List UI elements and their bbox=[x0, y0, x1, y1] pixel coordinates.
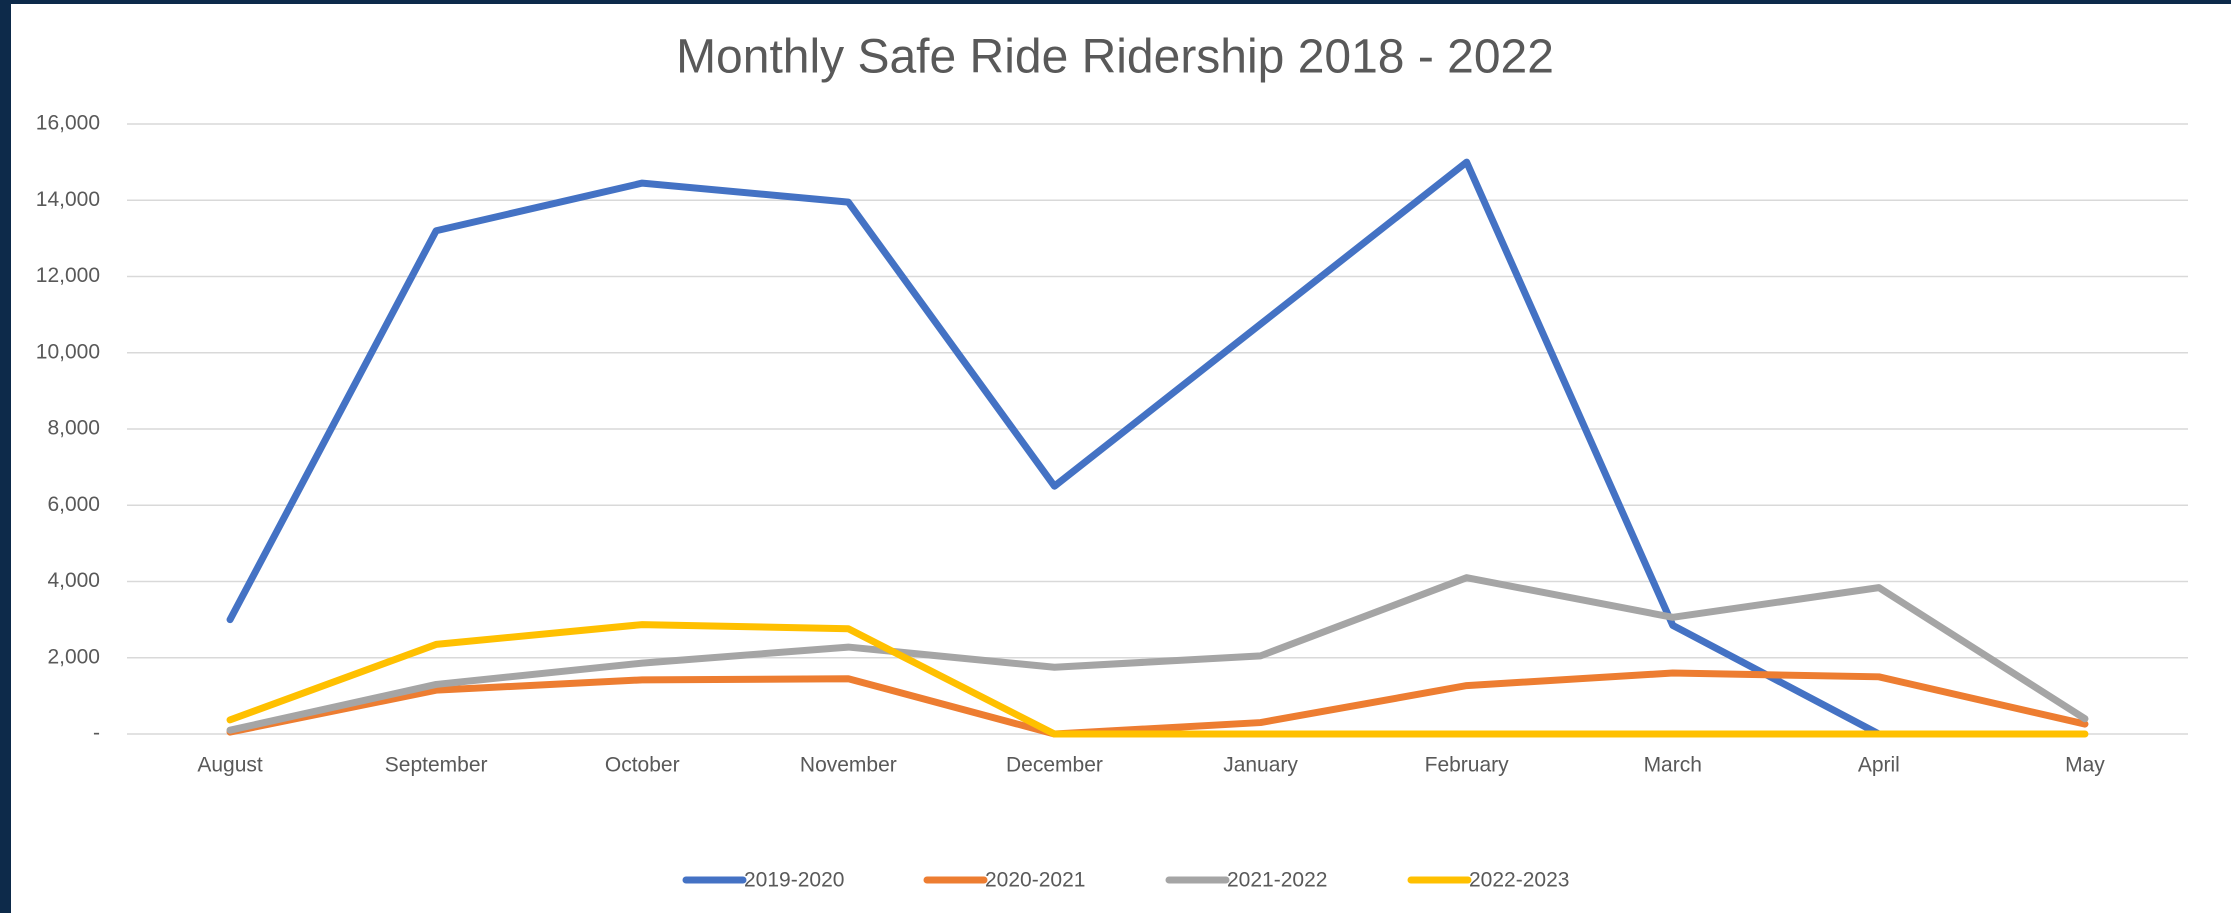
series-line bbox=[226, 574, 2089, 734]
x-tick-label: December bbox=[1006, 754, 1103, 777]
x-tick-label: August bbox=[197, 754, 263, 777]
series-line bbox=[226, 621, 2089, 738]
x-tick-label: September bbox=[385, 754, 488, 777]
series-line bbox=[226, 158, 1883, 738]
series-line bbox=[226, 669, 2089, 738]
y-tick-label: - bbox=[93, 722, 100, 745]
legend-label: 2019-2020 bbox=[744, 869, 844, 892]
y-tick-label: 14,000 bbox=[36, 188, 100, 211]
legend-label: 2020-2021 bbox=[985, 869, 1085, 892]
legend-label: 2022-2023 bbox=[1469, 869, 1569, 892]
y-tick-label: 4,000 bbox=[47, 569, 100, 592]
legend-label: 2021-2022 bbox=[1227, 869, 1327, 892]
x-tick-label: March bbox=[1644, 754, 1702, 777]
x-tick-label: January bbox=[1223, 754, 1298, 777]
x-tick-label: November bbox=[800, 754, 897, 777]
chart-area bbox=[11, 4, 2231, 913]
x-tick-label: May bbox=[2065, 754, 2105, 777]
y-tick-label: 6,000 bbox=[47, 493, 100, 516]
y-tick-label: 8,000 bbox=[47, 417, 100, 440]
chart-title: Monthly Safe Ride Ridership 2018 - 2022 bbox=[676, 31, 1554, 84]
x-tick-label: April bbox=[1858, 754, 1900, 777]
y-tick-label: 2,000 bbox=[47, 645, 100, 668]
y-tick-label: 16,000 bbox=[36, 112, 100, 135]
x-tick-label: February bbox=[1425, 754, 1510, 777]
x-tick-label: October bbox=[605, 754, 680, 777]
y-tick-label: 10,000 bbox=[36, 340, 100, 363]
y-tick-label: 12,000 bbox=[36, 264, 100, 287]
